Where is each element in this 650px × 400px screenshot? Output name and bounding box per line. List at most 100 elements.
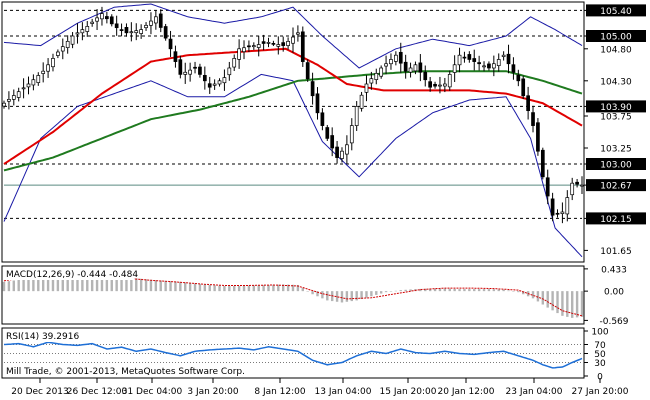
candle-body: [418, 62, 423, 73]
macd-bar: [100, 274, 104, 292]
macd-bar: [86, 274, 89, 292]
candle-body: [95, 17, 99, 22]
macd-tick-label-0.433: 0.433: [601, 265, 627, 275]
macd-bar: [580, 291, 584, 317]
candle-body: [85, 26, 90, 32]
macd-bar: [566, 291, 569, 317]
candle-body: [438, 84, 442, 87]
macd-bar: [228, 286, 231, 292]
candle-body: [433, 83, 437, 87]
macd-bar: [448, 288, 451, 292]
candle-body: [139, 29, 144, 34]
candle-body: [183, 71, 188, 75]
macd-bar: [159, 280, 162, 292]
candle-body: [281, 42, 286, 46]
macd-bar: [188, 282, 192, 292]
macd-panel: 0.433 0.00 -0.569 MACD(12,26,9) -0.444 -0.…: [1, 265, 629, 327]
macd-bar: [46, 275, 50, 292]
candle-body: [256, 44, 261, 48]
macd-bar: [502, 289, 505, 292]
candle-body: [462, 56, 467, 59]
macd-bar: [71, 273, 74, 292]
price-label-105.00: 105.00: [600, 33, 632, 43]
price-label-box-103.00: [586, 158, 646, 170]
candle-body: [550, 198, 555, 216]
bollinger-bands: [3, 3, 583, 258]
macd-bar: [257, 285, 260, 292]
macd-bar: [522, 291, 525, 295]
price-label-box-102.67: [586, 179, 646, 192]
price-candles: [2, 6, 584, 224]
macd-bar: [149, 279, 153, 292]
macd-bar: [115, 276, 118, 292]
candle-body: [7, 99, 11, 102]
candle-body: [423, 71, 428, 81]
rsi-tick-label-0: 0: [597, 373, 603, 383]
macd-bar: [2, 281, 6, 292]
macd-bar: [213, 285, 216, 292]
macd-bar: [355, 291, 358, 301]
candle-body: [90, 21, 95, 24]
macd-bar: [144, 279, 148, 292]
macd-bar: [272, 284, 275, 292]
candle-body: [442, 83, 447, 87]
candle-body: [296, 32, 300, 35]
price-label-103.90: 103.90: [600, 103, 632, 113]
macd-bar: [438, 288, 442, 292]
macd-bar: [477, 289, 481, 292]
macd-bar: [37, 277, 40, 292]
rsi-grid: [4, 344, 582, 363]
candle-body: [555, 212, 560, 215]
candle-body: [276, 44, 281, 47]
candle-body: [212, 83, 217, 86]
macd-bar: [424, 288, 427, 292]
candle-body: [119, 29, 124, 31]
candle-body: [580, 184, 584, 187]
macd-bar: [546, 291, 549, 308]
candle-body: [21, 87, 26, 90]
macd-bar: [507, 290, 510, 292]
macd-bar: [531, 291, 535, 299]
candle-body: [237, 48, 241, 60]
rsi-tick-label-70: 70: [594, 341, 606, 351]
candle-body: [511, 64, 516, 73]
candle-body: [114, 23, 119, 29]
macd-bar: [154, 280, 158, 292]
macd-bar: [419, 288, 422, 292]
price-label-101.65: 101.65: [600, 247, 632, 257]
macd-bar: [492, 289, 496, 292]
macd-bar: [105, 275, 109, 292]
candle-body: [134, 30, 139, 34]
macd-bar: [433, 288, 437, 292]
candle-body: [41, 70, 46, 74]
candle-body: [261, 41, 266, 44]
macd-bar: [252, 285, 256, 292]
macd-bar: [66, 274, 69, 292]
candle-body: [153, 16, 158, 24]
candle-body: [16, 91, 21, 98]
candle-body: [501, 54, 506, 57]
candle-body: [70, 35, 75, 45]
candle-body: [51, 58, 55, 68]
candle-body: [129, 31, 134, 34]
macd-bar: [575, 291, 579, 318]
candle-body: [389, 59, 393, 65]
candle-body: [394, 54, 398, 62]
candle-body: [536, 122, 540, 152]
macd-bar: [389, 291, 393, 292]
time-label-7: 20 Jan 12:00: [438, 387, 495, 397]
macd-bar: [184, 282, 187, 292]
macd-bar: [233, 286, 236, 292]
macd-bar: [110, 275, 113, 292]
candle-body: [109, 16, 114, 25]
price-label-102.15: 102.15: [600, 215, 632, 225]
candle-body: [202, 75, 207, 82]
candle-body: [335, 146, 339, 158]
time-label-2: 31 Dec 04:00: [122, 387, 183, 397]
macd-bar: [517, 291, 520, 293]
macd-bar: [487, 289, 491, 292]
macd-bar: [316, 291, 319, 297]
candle-body: [2, 102, 6, 107]
macd-bar: [164, 280, 167, 292]
candle-body: [428, 81, 433, 88]
